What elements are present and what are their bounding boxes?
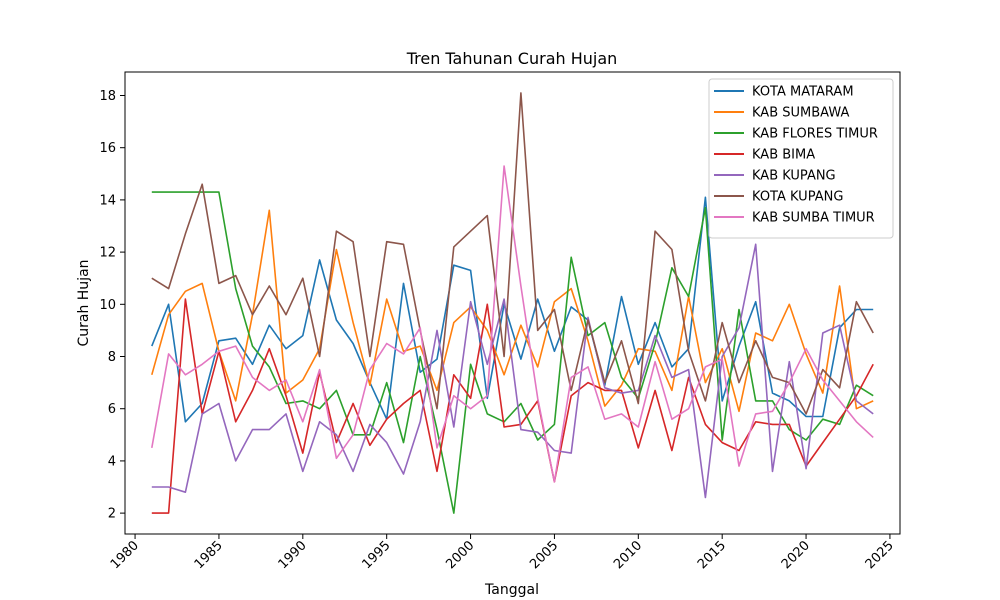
legend-entries: KOTA MATARAM KAB SUMBAWA KAB FLORES TIMUR K… — [714, 85, 878, 226]
y-tick-label: 6 — [108, 402, 116, 417]
y-axis-ticks: 2 4 6 8 10 12 14 16 18 — [99, 89, 125, 522]
plot-frame — [124, 71, 901, 535]
series-line-3 — [151, 298, 874, 514]
y-axis-label: Curah Hujan — [76, 259, 92, 346]
y-tick-label: 2 — [108, 507, 116, 522]
series-line-6 — [151, 165, 874, 483]
legend-label: KOTA KUPANG — [752, 190, 843, 205]
y-tick-label: 18 — [99, 89, 116, 104]
legend-label: KAB SUMBA TIMUR — [752, 211, 875, 226]
legend-label: KAB FLORES TIMUR — [752, 127, 878, 142]
y-tick-label: 14 — [99, 193, 116, 208]
legend-label: KOTA MATARAM — [752, 85, 854, 100]
series-layer — [151, 92, 874, 514]
legend-label: KAB SUMBAWA — [752, 106, 849, 121]
legend: KOTA MATARAM KAB SUMBAWA KAB FLORES TIMUR K… — [708, 78, 894, 239]
legend-label: KAB BIMA — [752, 148, 815, 163]
y-tick-label: 4 — [108, 454, 116, 469]
series-line-0 — [151, 196, 874, 423]
y-tick-label: 10 — [99, 298, 116, 313]
series-line-4 — [151, 243, 874, 499]
y-tick-label: 12 — [99, 246, 116, 261]
legend-label: KAB KUPANG — [752, 169, 836, 184]
chart-title: Tren Tahunan Curah Hujan — [406, 49, 618, 68]
series-line-2 — [151, 191, 874, 514]
x-axis-label: Tanggal — [484, 582, 539, 598]
y-tick-label: 16 — [99, 141, 116, 156]
legend-box — [708, 78, 894, 239]
y-tick-label: 8 — [108, 350, 116, 365]
